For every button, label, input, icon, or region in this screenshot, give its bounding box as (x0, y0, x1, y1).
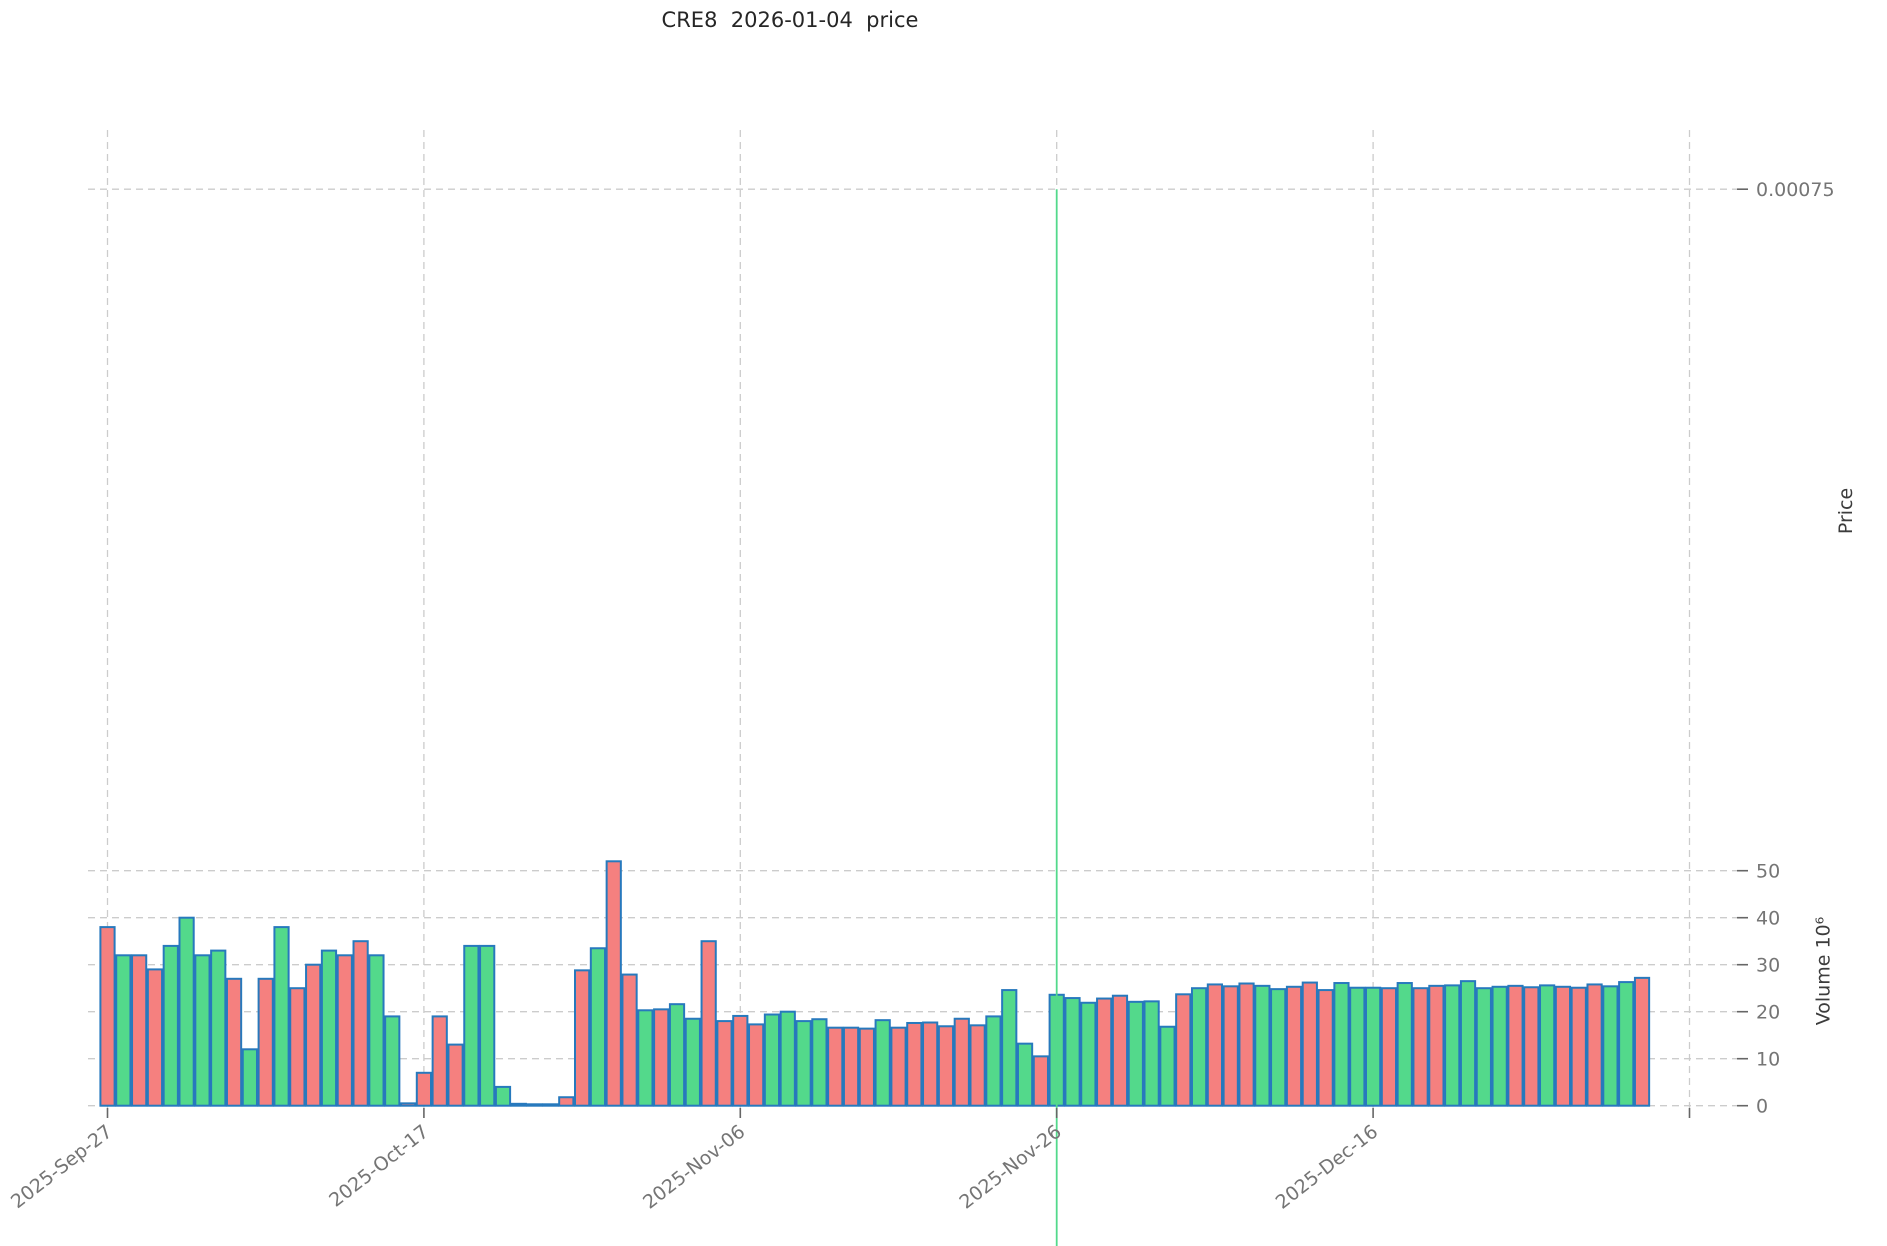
volume-tick-label: 10 (1756, 1049, 1780, 1071)
volume-tick-label: 50 (1756, 861, 1780, 883)
chart-title: CRE8 2026-01-04 price (661, 8, 919, 32)
date-tick-label: 2025-Sep-27 (7, 1121, 117, 1213)
date-tick-label: 2025-Dec-16 (1272, 1121, 1382, 1214)
volume-tick-label: 40 (1756, 908, 1780, 930)
volume-tick-label: 0 (1756, 1096, 1768, 1118)
volume-bars (99, 860, 1651, 1107)
date-tick-label: 2025-Oct-17 (325, 1121, 433, 1212)
price-tick-label: 0.00075 (1756, 179, 1835, 201)
volume-tick-label: 30 (1756, 955, 1780, 977)
volume-tick-label: 20 (1756, 1002, 1780, 1024)
date-tick-label: 2025-Nov-06 (639, 1121, 749, 1214)
volume-axis-label: Volume 10⁶ (1811, 916, 1834, 1026)
price-axis-label: Price (1834, 487, 1857, 535)
date-tick-label: 2025-Nov-26 (955, 1121, 1065, 1214)
